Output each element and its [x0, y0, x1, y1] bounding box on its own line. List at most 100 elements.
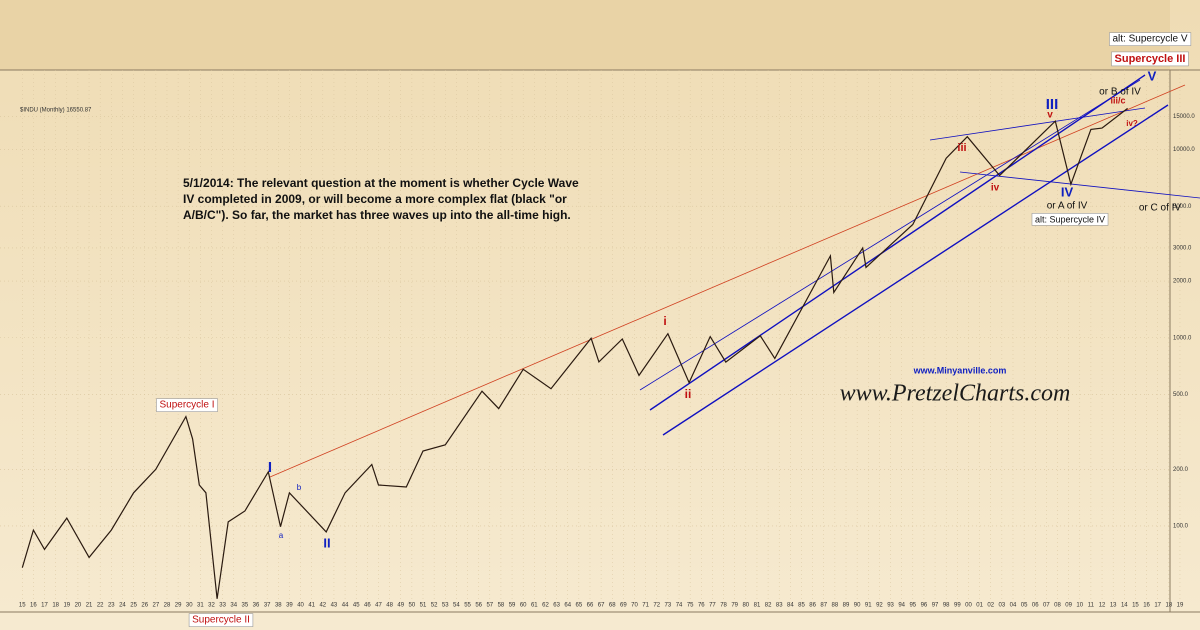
x-tick-label: 76: [698, 603, 705, 609]
x-tick-label: 65: [576, 603, 583, 609]
x-tick-label: 67: [598, 603, 605, 609]
y-tick-label: 10000.0: [1173, 147, 1195, 153]
x-tick-label: 98: [943, 603, 950, 609]
annotation-box: [188, 613, 254, 627]
annotation-box: [1109, 32, 1192, 46]
x-tick-label: 32: [208, 603, 215, 609]
annotation: or C of IV: [1139, 203, 1182, 214]
annotation-text: IV: [1061, 184, 1074, 199]
x-tick-label: 23: [108, 603, 115, 609]
channel-line: [662, 104, 1169, 436]
x-tick-label: 86: [809, 603, 816, 609]
x-tick-label: 19: [63, 603, 70, 609]
x-tick-label: 53: [442, 603, 449, 609]
x-tick-label: 18: [1165, 603, 1172, 609]
x-tick-label: 19: [1177, 603, 1184, 609]
y-tick-label: 3000.0: [1173, 246, 1192, 252]
x-tick-label: 25: [130, 603, 137, 609]
x-tick-label: 87: [820, 603, 827, 609]
annotation: Supercycle I: [156, 398, 218, 412]
annotation: V: [1148, 68, 1157, 83]
x-tick-label: 44: [342, 603, 349, 609]
y-tick-label: 1000.0: [1173, 335, 1192, 341]
x-tick-label: 20: [75, 603, 82, 609]
x-tick-label: 96: [921, 603, 928, 609]
x-tick-label: 46: [364, 603, 371, 609]
annotation: www.Minyanville.com: [913, 365, 1007, 375]
annotation-text: iii/c: [1110, 95, 1125, 105]
annotation: b: [297, 483, 302, 492]
x-tick-label: 68: [609, 603, 616, 609]
x-tick-label: 99: [954, 603, 961, 609]
x-tick-label: 93: [887, 603, 894, 609]
x-tick-label: 88: [832, 603, 839, 609]
x-tick-label: 13: [1110, 603, 1117, 609]
x-tick-label: 00: [965, 603, 972, 609]
x-tick-label: 91: [865, 603, 872, 609]
x-tick-label: 16: [1143, 603, 1150, 609]
x-tick-label: 81: [754, 603, 761, 609]
x-tick-label: 06: [1032, 603, 1039, 609]
x-tick-label: 55: [464, 603, 471, 609]
grid: [0, 70, 1181, 605]
annotation: alt: Supercycle V: [1109, 32, 1192, 46]
note-line: IV completed in 2009, or will become a m…: [183, 192, 567, 206]
x-tick-label: 12: [1099, 603, 1106, 609]
annotation: alt: Supercycle IV: [1031, 213, 1109, 226]
x-tick-label: 03: [999, 603, 1006, 609]
x-tick-label: 08: [1054, 603, 1061, 609]
chart-header: $INDU (Monthly) 16550.87: [20, 108, 92, 114]
annotation: i: [663, 314, 666, 328]
note-line: 5/1/2014: The relevant question at the m…: [183, 176, 579, 190]
x-tick-label: 82: [765, 603, 772, 609]
x-tick-label: 50: [409, 603, 416, 609]
x-tick-label: 14: [1121, 603, 1128, 609]
x-tick-label: 31: [197, 603, 204, 609]
channel-line: [959, 171, 1200, 199]
annotation: www.PretzelCharts.com: [840, 381, 1071, 407]
annotation-text: or B of IV: [1099, 87, 1141, 98]
annotation-box: [1031, 213, 1109, 226]
x-tick-label: 54: [453, 603, 460, 609]
x-tick-label: 27: [153, 603, 160, 609]
x-tick-label: 61: [531, 603, 538, 609]
annotation-text: www.Minyanville.com: [913, 365, 1007, 375]
annotation-text: iv: [991, 183, 1000, 194]
x-tick-label: 22: [97, 603, 104, 609]
annotation: III: [1046, 96, 1059, 113]
annotation: IV: [1061, 184, 1074, 199]
x-tick-label: 39: [286, 603, 293, 609]
x-tick-label: 33: [219, 603, 226, 609]
annotation: a: [279, 531, 284, 540]
x-tick-label: 75: [687, 603, 694, 609]
x-tick-label: 51: [420, 603, 427, 609]
oscillator-panel: [0, 0, 1170, 70]
annotation: or A of IV: [1047, 201, 1088, 212]
x-tick-label: 34: [230, 603, 237, 609]
x-tick-label: 17: [1154, 603, 1161, 609]
x-tick-label: 36: [253, 603, 260, 609]
annotation-text: www.PretzelCharts.com: [840, 381, 1071, 407]
annotation-text: v: [1047, 110, 1053, 121]
annotation-text: Supercycle III: [1115, 53, 1186, 65]
x-tick-label: 78: [720, 603, 727, 609]
x-tick-label: 26: [141, 603, 148, 609]
annotation: Supercycle III: [1111, 51, 1189, 67]
x-tick-label: 18: [52, 603, 59, 609]
x-tick-label: 83: [776, 603, 783, 609]
x-tick-label: 94: [898, 603, 905, 609]
annotation-box: [1111, 51, 1189, 67]
x-tick-label: 07: [1043, 603, 1050, 609]
x-tick-label: 84: [787, 603, 794, 609]
x-tick-label: 58: [498, 603, 505, 609]
annotation-text: I: [268, 459, 272, 476]
annotation: v: [1047, 110, 1053, 121]
y-tick-label: 100.0: [1173, 524, 1189, 530]
annotation-text: alt: Supercycle V: [1112, 34, 1187, 45]
annotation-text: ii: [685, 387, 692, 401]
x-tick-label: 10: [1076, 603, 1083, 609]
x-tick-label: 60: [520, 603, 527, 609]
x-tick-label: 28: [164, 603, 171, 609]
annotation-text: II: [323, 535, 330, 550]
